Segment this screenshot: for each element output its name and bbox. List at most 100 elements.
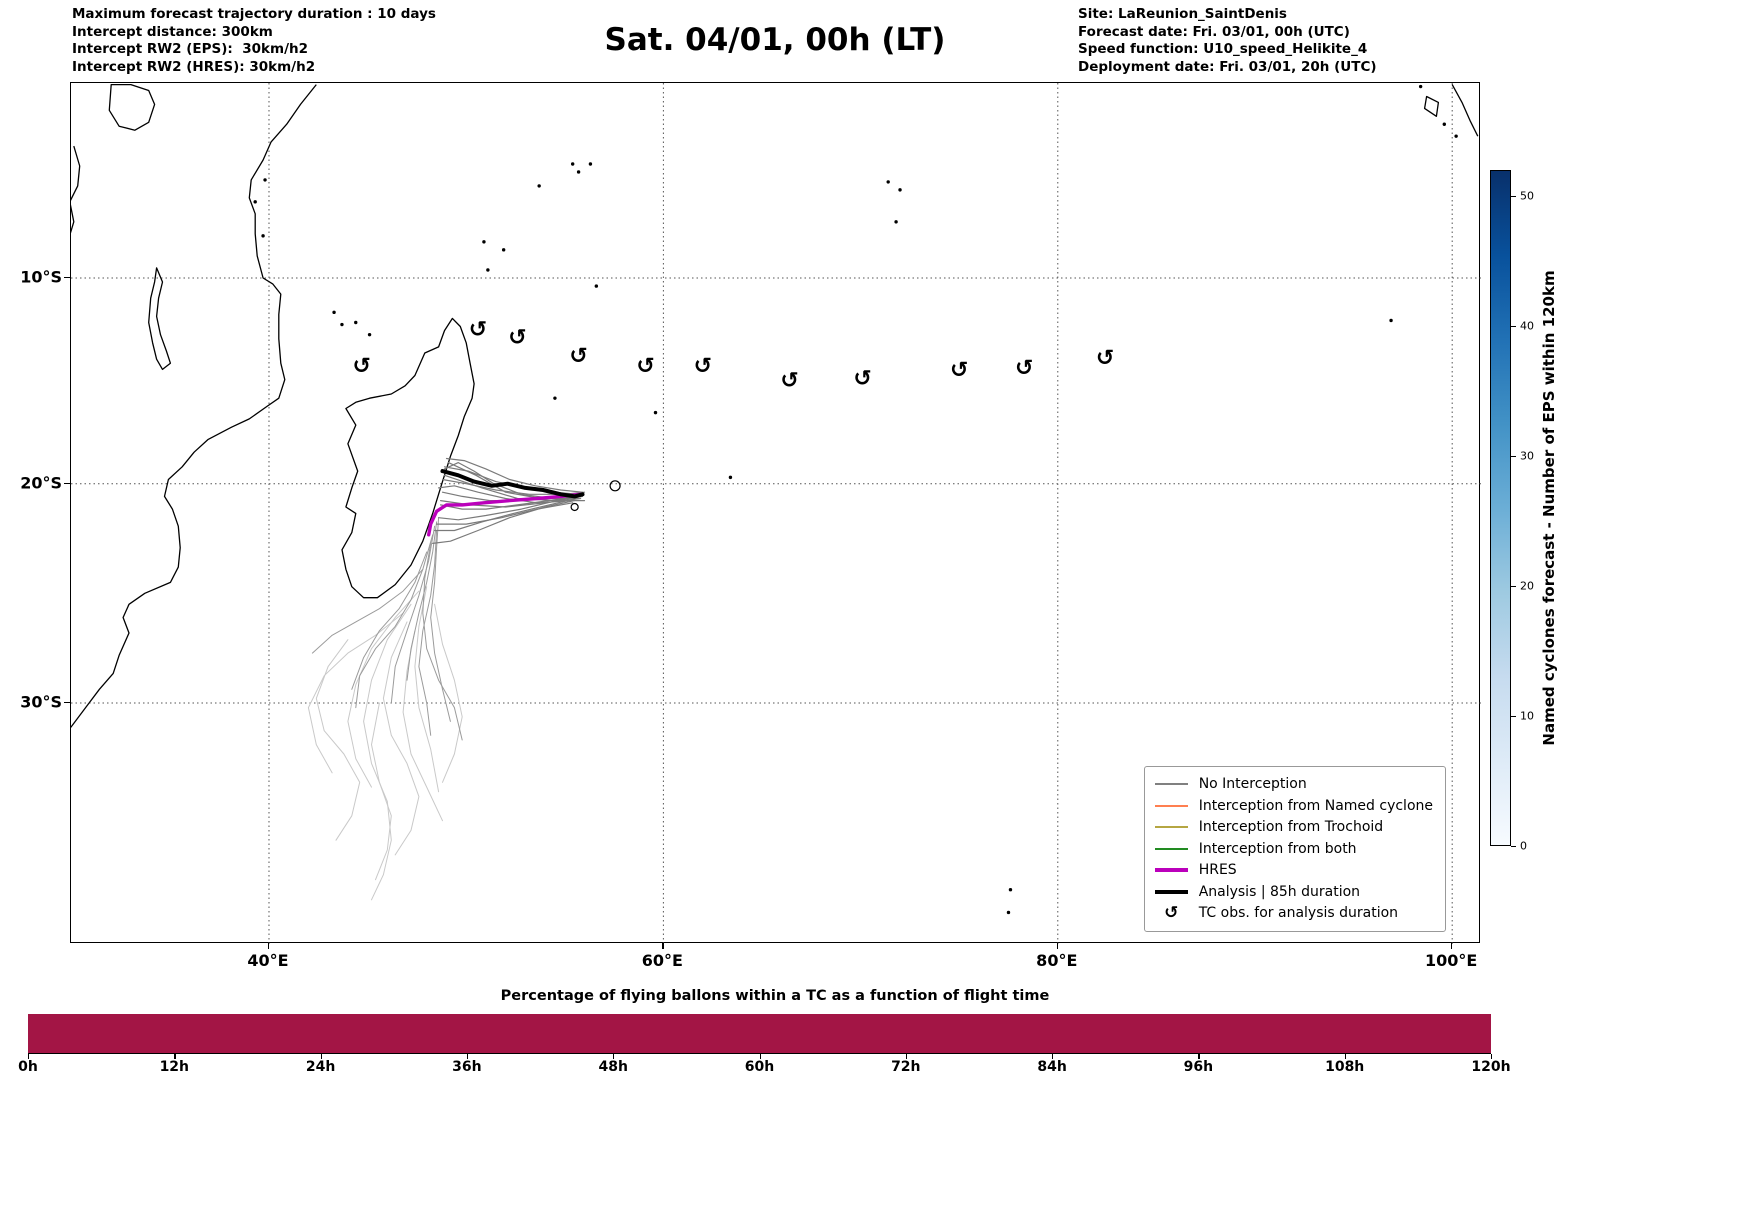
island-dot <box>486 268 490 272</box>
trajectory-path <box>418 530 438 736</box>
bottom-axis-tick <box>759 1054 761 1059</box>
bottom-axis-tick <box>1491 1054 1493 1059</box>
legend-line <box>1154 868 1188 873</box>
trajectory-path <box>382 621 420 856</box>
bottom-tick-label: 96h <box>1183 1059 1214 1075</box>
legend-item: Interception from Trochoid <box>1154 817 1433 839</box>
tc-obs-marker: ↺ <box>694 354 712 379</box>
island-dot <box>570 162 575 166</box>
map-legend: No Interception Interception from Named c… <box>1143 765 1446 932</box>
legend-line-sample <box>1154 826 1188 829</box>
colorbar-tick <box>1511 326 1516 328</box>
bottom-tick-label: 12h <box>159 1059 190 1075</box>
legend-item: Interception from both <box>1154 838 1433 860</box>
trajectory-path <box>432 500 576 544</box>
trajectory-path <box>434 603 463 783</box>
trajectory-path <box>363 603 412 901</box>
bar-segment <box>28 1014 175 1053</box>
trajectory-path <box>315 639 361 841</box>
tc-obs-icon: ↺ <box>1155 904 1188 922</box>
legend-label: Interception from both <box>1198 840 1357 857</box>
max-duration-line: Maximum forecast trajectory duration : 1… <box>72 6 436 22</box>
bottom-tick-label: 0h <box>18 1059 38 1075</box>
bar-segment <box>905 1014 1053 1053</box>
coastline-sumatra-coast <box>1451 84 1479 137</box>
lat-axis-tick <box>64 277 70 279</box>
legend-label: Interception from Trochoid <box>1198 819 1384 836</box>
trajectory-path <box>355 534 434 709</box>
colorbar-label: Named cyclones forecast - Number of EPS … <box>1540 270 1558 746</box>
legend-label: Analysis | 85h duration <box>1198 883 1361 900</box>
island-outline <box>609 480 621 492</box>
colorbar-tick-label: 20 <box>1520 579 1534 593</box>
island-dot <box>553 396 557 400</box>
colorbar-tick <box>1511 846 1516 848</box>
site-info-block: Site: LaReunion_SaintDenis Forecast date… <box>1078 6 1377 76</box>
bar-segment <box>1198 1014 1346 1053</box>
island-dot <box>594 284 599 288</box>
tc-obs-marker: ↺ <box>469 317 487 342</box>
intercept-rw2-hres-line: Intercept RW2 (HRES): 30km/h2 <box>72 58 316 75</box>
coastline-lake-tanganyika <box>71 145 81 234</box>
island-dot <box>1389 318 1393 323</box>
legend-line-sample <box>1154 804 1188 807</box>
legend-line-sample <box>1154 868 1188 873</box>
lon-axis-tick <box>267 943 270 949</box>
trajectory-path <box>430 517 451 722</box>
coastline-lake-victoria <box>108 83 156 131</box>
lon-tick-label: 60°E <box>641 951 683 970</box>
legend-line <box>1154 826 1188 829</box>
trajectory-path <box>414 586 440 793</box>
colorbar-tick-label: 10 <box>1520 709 1534 723</box>
legend-item: Analysis | 85h duration <box>1154 881 1433 903</box>
island-dot <box>253 200 257 204</box>
bottom-axis-tick <box>613 1054 615 1059</box>
coastline-madagascar <box>341 317 475 599</box>
legend-label: No Interception <box>1198 776 1307 793</box>
bottom-axis-tick <box>174 1054 176 1059</box>
island-dot <box>728 475 733 480</box>
island-dot <box>367 332 372 337</box>
coastline-sumatra-islands <box>1423 95 1440 117</box>
lon-tick-label: 100°E <box>1425 951 1478 970</box>
run-config-block: Maximum forecast trajectory duration : 1… <box>72 6 436 76</box>
bar-segment <box>613 1014 760 1053</box>
lon-tick-label: 80°E <box>1036 951 1078 970</box>
trajectory-path <box>371 702 392 881</box>
lat-tick-label: 20°S <box>20 473 62 493</box>
island-dot <box>894 220 898 224</box>
trajectory-path <box>438 485 586 504</box>
lat-axis-tick <box>64 482 70 484</box>
tc-obs-marker: ↺ <box>1015 356 1033 381</box>
island-dot <box>1006 910 1011 915</box>
island-dot <box>482 240 486 244</box>
bottom-tick-label: 60h <box>744 1059 775 1075</box>
island-dot <box>501 248 506 252</box>
lat-axis-tick <box>64 701 70 704</box>
lat-tick-label: 30°S <box>20 692 62 712</box>
legend-line <box>1154 847 1188 850</box>
legend-label: Interception from Named cyclone <box>1198 797 1433 814</box>
island-dot <box>263 178 267 182</box>
bottom-chart-title: Percentage of flying ballons within a TC… <box>500 988 1050 1004</box>
legend-line <box>1154 783 1188 786</box>
legend-item: ↺ TC obs. for analysis duration <box>1155 903 1433 925</box>
island-dot <box>898 188 902 192</box>
colorbar-tick <box>1511 586 1516 588</box>
bar-segment <box>174 1014 322 1053</box>
island-dot <box>261 234 265 238</box>
island-dot <box>1454 134 1458 138</box>
bar-segment <box>320 1014 468 1053</box>
trajectory-path <box>311 568 424 654</box>
bottom-axis-tick <box>1344 1054 1346 1059</box>
colorbar-tick-label: 30 <box>1520 449 1534 463</box>
bottom-tick-label: 24h <box>305 1059 336 1075</box>
colorbar-tick <box>1511 456 1516 458</box>
trajectory-path <box>445 457 584 493</box>
lat-tick-label: 10°S <box>20 267 62 287</box>
legend-item: No Interception <box>1154 774 1433 796</box>
bottom-axis-tick <box>1052 1054 1054 1059</box>
bottom-axis-tick <box>28 1054 30 1059</box>
island-outline <box>570 502 579 512</box>
